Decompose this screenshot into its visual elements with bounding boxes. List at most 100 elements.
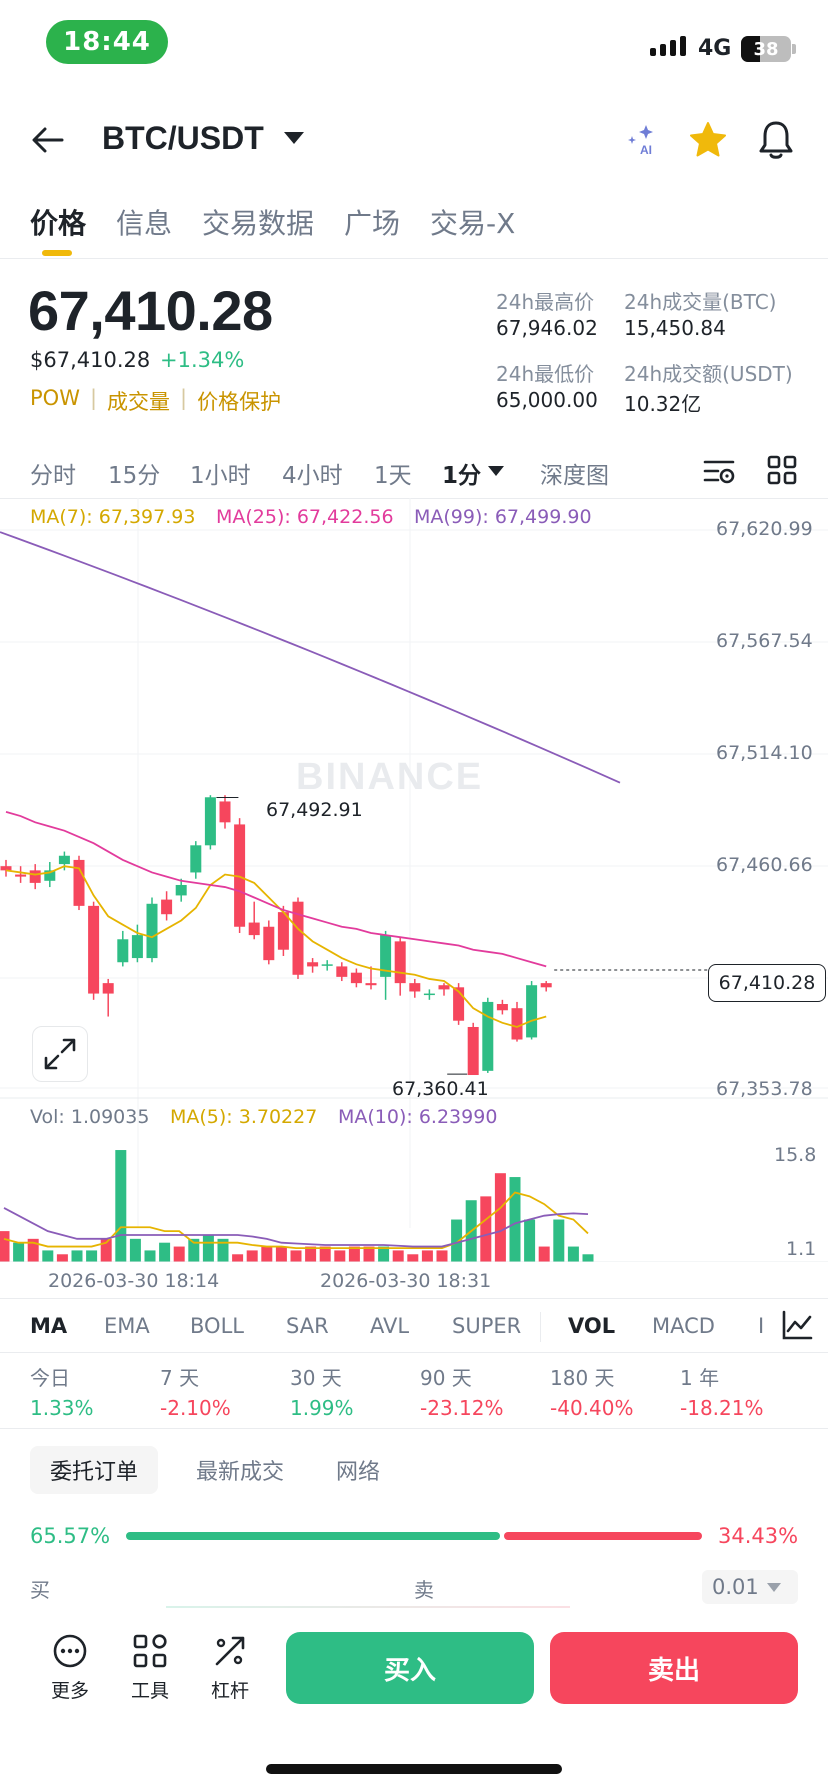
ai-label: AI <box>640 143 652 157</box>
volume-bar <box>13 1242 25 1262</box>
current-price-tag: 67,410.28 <box>708 964 826 1002</box>
expand-chart-button[interactable] <box>32 1026 88 1082</box>
candle-body <box>394 941 406 984</box>
price-chart[interactable] <box>0 498 828 1262</box>
stat-vol-usdt-label: 24h成交额(USDT) <box>624 362 793 386</box>
tag-volume[interactable]: 成交量 <box>107 390 171 414</box>
volume-bar <box>538 1246 550 1262</box>
buy-ratio-bar <box>126 1532 500 1540</box>
vol-label: Vol: 1.09035 <box>30 1106 150 1128</box>
vol-ma5-label: MA(5): 3.70227 <box>170 1106 318 1128</box>
interval-caret-icon[interactable] <box>488 466 504 476</box>
indicator-ma[interactable]: MA <box>30 1314 68 1338</box>
change-percent: +1.34% <box>160 348 245 372</box>
indicator-settings-icon[interactable] <box>780 1308 814 1342</box>
interval-4h[interactable]: 4小时 <box>282 463 343 489</box>
interval-1h[interactable]: 1小时 <box>190 463 251 489</box>
volume-bar <box>27 1238 39 1262</box>
candle-body <box>234 824 246 927</box>
indicator-avl[interactable]: AVL <box>370 1314 410 1338</box>
tag-pow[interactable]: POW <box>30 386 80 410</box>
tools-button[interactable]: 工具 <box>120 1632 180 1703</box>
battery-level: 38 <box>753 38 779 60</box>
more-dots-icon <box>53 1634 87 1668</box>
price-axis-label: 67,514.10 <box>716 742 813 764</box>
stat-vol-btc-label: 24h成交量(BTC) <box>624 290 777 314</box>
candle-body <box>15 874 27 877</box>
buy-button[interactable]: 买入 <box>286 1632 534 1704</box>
tab-open-orders[interactable]: 委托订单 <box>30 1446 158 1494</box>
tab-trade-x[interactable]: 交易-X <box>430 207 516 240</box>
time-axis-label: 2026-03-30 18:31 <box>320 1270 492 1292</box>
perf-7d-label: 7 天 <box>160 1366 200 1390</box>
indicator-more[interactable]: I <box>758 1314 765 1338</box>
ai-sparkle-icon[interactable]: AI <box>624 122 660 158</box>
tab-trading-data[interactable]: 交易数据 <box>202 207 315 240</box>
tab-price[interactable]: 价格 <box>30 207 87 240</box>
indicator-ema[interactable]: EMA <box>104 1314 150 1338</box>
back-arrow-icon[interactable] <box>30 122 66 158</box>
interval-depth[interactable]: 深度图 <box>540 463 609 489</box>
tag-price-protection[interactable]: 价格保护 <box>197 390 282 414</box>
chart-settings-icon[interactable] <box>702 454 736 488</box>
volume-bar <box>0 1231 10 1262</box>
leverage-button[interactable]: 杠杆 <box>200 1632 260 1703</box>
volume-bar <box>56 1254 68 1262</box>
more-label: 更多 <box>50 1680 89 1702</box>
tools-label: 工具 <box>130 1680 169 1702</box>
candle-body <box>365 983 377 986</box>
volume-bar <box>480 1196 492 1262</box>
pair-selector[interactable]: BTC/USDT <box>102 120 264 156</box>
candle-body <box>380 935 392 977</box>
tab-info[interactable]: 信息 <box>116 207 173 240</box>
interval-1d[interactable]: 1天 <box>374 463 412 489</box>
volume-bar <box>451 1219 463 1262</box>
volume-bar <box>173 1246 185 1262</box>
candle-body <box>453 987 465 1021</box>
perf-180d-label: 180 天 <box>550 1366 615 1390</box>
indicator-macd[interactable]: MACD <box>652 1314 715 1338</box>
vol-axis-bottom: 1.1 <box>786 1238 817 1260</box>
price-step-select[interactable]: 0.01 <box>702 1570 798 1604</box>
volume-bar <box>261 1246 273 1262</box>
candle-body <box>292 901 304 975</box>
grid-layout-icon[interactable] <box>766 454 798 486</box>
tab-network[interactable]: 网络 <box>335 1460 380 1485</box>
caret-down-icon[interactable] <box>284 132 304 144</box>
divider <box>0 1352 828 1353</box>
candle-body <box>58 855 70 865</box>
home-indicator <box>266 1764 562 1774</box>
time-axis-label: 2026-03-30 18:14 <box>48 1270 220 1292</box>
volume-bar <box>129 1238 141 1262</box>
candle-body <box>204 797 216 846</box>
perf-7d-value: -2.10% <box>160 1396 231 1420</box>
candle-body <box>409 983 421 992</box>
sell-button[interactable]: 卖出 <box>550 1632 798 1704</box>
candle-body <box>321 964 333 966</box>
indicator-super[interactable]: SUPER <box>452 1314 522 1338</box>
ma25-line <box>5 811 547 968</box>
interval-line[interactable]: 分时 <box>30 463 76 489</box>
volume-bar <box>553 1219 565 1262</box>
interval-15m[interactable]: 15分 <box>108 463 161 489</box>
usd-price: $67,410.28 <box>30 348 151 372</box>
tab-recent-trades[interactable]: 最新成交 <box>195 1460 284 1485</box>
ma99-label: MA(99): 67,499.90 <box>414 506 592 528</box>
buy-column-header: 买 <box>30 1578 50 1602</box>
perf-30d-value: 1.99% <box>290 1396 354 1420</box>
indicator-sar[interactable]: SAR <box>286 1314 329 1338</box>
leverage-icon <box>215 1636 245 1666</box>
volume-bar <box>115 1150 127 1262</box>
volume-bar <box>217 1238 229 1262</box>
bell-icon[interactable] <box>756 118 796 162</box>
more-button[interactable]: 更多 <box>40 1632 100 1703</box>
tab-square[interactable]: 广场 <box>344 207 401 240</box>
interval-1m[interactable]: 1分 <box>442 463 482 489</box>
battery-icon: 38 <box>741 36 791 62</box>
star-favorite-icon[interactable] <box>688 120 728 160</box>
buy-ratio: 65.57% <box>30 1524 111 1548</box>
indicator-vol[interactable]: VOL <box>568 1314 616 1338</box>
indicator-boll[interactable]: BOLL <box>190 1314 244 1338</box>
divider <box>0 258 828 259</box>
orderbook-depth-strip <box>166 1606 570 1608</box>
